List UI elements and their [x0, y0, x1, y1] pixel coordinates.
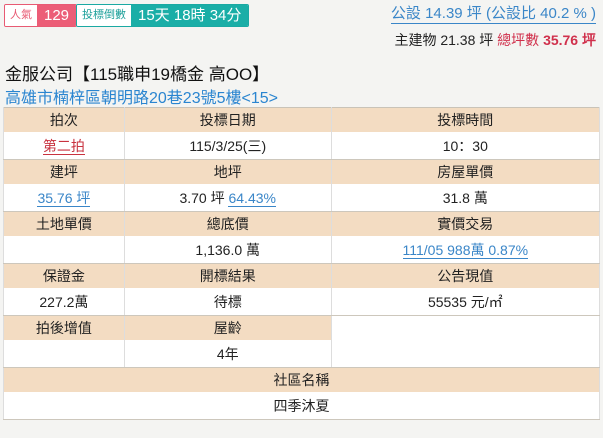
community-name: 四季沐夏	[3, 392, 600, 420]
value-cell: 1,136.0 萬	[123, 236, 332, 264]
countdown-label: 投標倒數	[77, 5, 131, 26]
header-cell: 公告現值	[330, 263, 601, 288]
value-cell: 35.76 坪	[3, 184, 125, 212]
value-cell	[3, 236, 125, 264]
header-cell: 投標時間	[330, 107, 601, 132]
countdown-value: 15天 18時 34分	[131, 5, 249, 26]
value-cell: 115/3/25(三)	[123, 132, 332, 160]
header-cell: 屋齡	[123, 315, 332, 340]
countdown-badge: 投標倒數 15天 18時 34分	[76, 4, 250, 27]
actual-price-link[interactable]: 111/05 988萬 0.87%	[402, 241, 529, 259]
popularity-badge: 人氣 129	[4, 4, 78, 27]
empty-cell	[330, 315, 601, 368]
value-cell: 227.2萬	[3, 288, 125, 316]
value-cell: 待標	[123, 288, 332, 316]
header-cell: 投標日期	[123, 107, 332, 132]
popularity-value: 129	[37, 5, 77, 26]
auction-round-link[interactable]: 第二拍	[42, 137, 85, 155]
page-title: 金服公司【115職申19橋金 高OO】	[5, 65, 270, 84]
land-ratio-link[interactable]: 64.43%	[228, 189, 276, 207]
value-cell: 111/05 988萬 0.87%	[330, 236, 601, 264]
total-area-value: 35.76 坪	[543, 32, 596, 48]
header-cell: 拍後增值	[3, 315, 125, 340]
header-cell: 保證金	[3, 263, 125, 288]
header-cell: 社區名稱	[3, 367, 600, 392]
value-cell: 4年	[123, 340, 332, 368]
address-link[interactable]: 高雄市楠梓區朝明路20巷23號5樓<15>	[5, 90, 278, 107]
land-area: 3.70 坪	[179, 189, 225, 206]
value-cell	[3, 340, 125, 368]
header-cell: 房屋單價	[330, 159, 601, 184]
header-cell: 土地單價	[3, 211, 125, 236]
building-area-link[interactable]: 35.76 坪	[37, 189, 91, 207]
value-cell: 10：30	[330, 132, 601, 160]
area-summary: 主建物 21.38 坪 總坪數 35.76 坪	[394, 30, 596, 50]
header-cell: 開標結果	[123, 263, 332, 288]
auction-info-table: 拍次 投標日期 投標時間 第二拍 115/3/25(三) 10：30 建坪 地坪…	[3, 107, 601, 420]
total-area-label: 總坪數	[497, 32, 540, 48]
header-cell: 總底價	[123, 211, 332, 236]
value-cell: 31.8 萬	[330, 184, 601, 212]
header-cell: 拍次	[3, 107, 125, 132]
value-cell: 3.70 坪 64.43%	[123, 184, 332, 212]
main-building-area: 主建物 21.38 坪	[394, 32, 494, 48]
value-cell: 第二拍	[3, 132, 125, 160]
header-cell: 實價交易	[330, 211, 601, 236]
header-cell: 建坪	[3, 159, 125, 184]
popularity-label: 人氣	[5, 5, 37, 26]
header-cell: 地坪	[123, 159, 332, 184]
value-cell: 55535 元/㎡	[330, 288, 601, 316]
public-area-link[interactable]: 公設 14.39 坪 (公設比 40.2 % )	[390, 5, 596, 24]
